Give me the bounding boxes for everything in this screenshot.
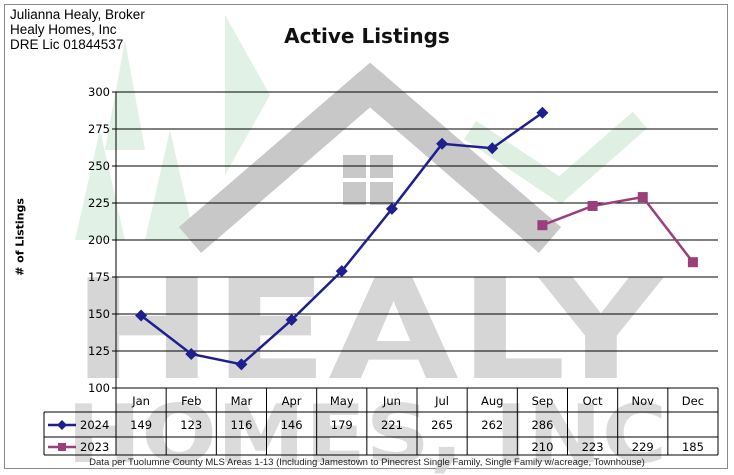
data-point-2024 [385, 202, 398, 215]
data-table: Jan Feb Mar Apr May Jun Jul Aug Sep Oct Nov Dec 149 1… [43, 387, 719, 456]
footnote: Data per Tuolumne County MLS Areas 1-13 … [89, 457, 645, 468]
x-tick-label: Sep [532, 394, 554, 408]
table-value-2023: 229 [632, 440, 654, 454]
watermark-tree-icon [75, 130, 125, 240]
y-tick-label: 250 [88, 159, 110, 173]
table-value-2023: 185 [682, 440, 704, 454]
broker-company: Healy Homes, Inc [10, 22, 117, 37]
table-value-2024: 262 [481, 418, 503, 432]
y-tick-label: 150 [88, 307, 110, 321]
y-tick-label: 300 [88, 85, 110, 99]
data-point-2024 [436, 137, 449, 150]
watermark-hill-icon [463, 111, 648, 204]
table-value-2024: 116 [230, 418, 252, 432]
table-value-2024: 146 [281, 418, 303, 432]
data-point-2023 [637, 192, 648, 203]
data-point-2024 [285, 313, 298, 326]
data-point-2024 [235, 358, 248, 371]
x-tick-label: Apr [282, 394, 302, 408]
broker-info: Julianna Healy, Broker Healy Homes, Inc … [10, 7, 145, 52]
legend-marker-2024 [57, 420, 67, 430]
legend-label-2024: 2024 [80, 418, 109, 432]
data-point-2023 [687, 257, 698, 268]
table-value-2024: 123 [180, 418, 202, 432]
watermark-tree-icon [225, 15, 270, 175]
watermark-tree-icon [105, 40, 145, 150]
series-lines [135, 106, 698, 371]
table-value-2024: 149 [130, 418, 152, 432]
series-line-2023 [541, 195, 694, 263]
y-tick-label: 275 [88, 122, 110, 136]
legend-marker-2023 [58, 443, 66, 451]
legend-label-2023: 2023 [80, 440, 109, 454]
table-value-2024: 179 [331, 418, 353, 432]
x-tick-label: May [330, 394, 354, 408]
table-value-2024: 221 [381, 418, 403, 432]
table-value-2023: 223 [582, 440, 604, 454]
x-tick-label: Mar [231, 394, 253, 408]
y-tick-label: 200 [88, 233, 110, 247]
table-value-2024: 265 [431, 418, 453, 432]
x-tick-label: Feb [181, 394, 201, 408]
x-tick-label: Jan [131, 394, 150, 408]
x-tick-label: Jun [382, 394, 401, 408]
data-point-2024 [536, 106, 549, 119]
x-tick-label: Oct [583, 394, 603, 408]
table-value-2023: 210 [531, 440, 553, 454]
data-point-2023 [587, 200, 598, 211]
x-tick-label: Aug [481, 394, 503, 408]
broker-license: DRE Lic 01844537 [10, 37, 124, 52]
data-point-2024 [486, 142, 499, 155]
y-tick-label: 175 [88, 270, 110, 284]
watermark-roof-icon [178, 62, 562, 253]
x-tick-label: Dec [682, 394, 704, 408]
y-axis-label: # of Listings [13, 198, 27, 276]
y-tick-label: 125 [88, 344, 110, 358]
y-tick-label: 100 [88, 381, 110, 395]
chart-title: Active Listings [284, 24, 450, 48]
data-point-2023 [537, 220, 548, 231]
y-axis-ticks: 100 125 150 175 200 225 250 275 300 [88, 85, 116, 395]
watermark-tree-icon [145, 130, 195, 240]
data-point-2024 [335, 265, 348, 278]
x-tick-label: Nov [632, 394, 655, 408]
y-tick-label: 225 [88, 196, 110, 210]
data-point-2024 [135, 309, 148, 322]
data-point-2024 [185, 347, 198, 360]
table-value-2024: 286 [531, 418, 553, 432]
broker-name: Julianna Healy, Broker [10, 7, 145, 22]
x-tick-label: Jul [434, 394, 449, 408]
